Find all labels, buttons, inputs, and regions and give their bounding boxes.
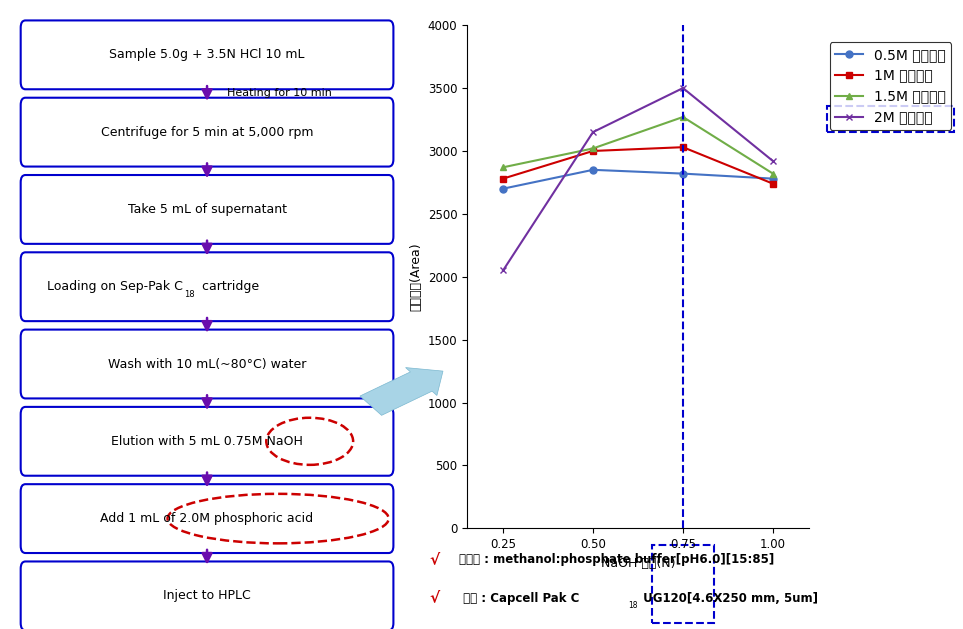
Text: 콜럼 : Capcell Pak C: 콜럼 : Capcell Pak C bbox=[458, 591, 579, 604]
Y-axis label: 피크면적(Area): 피크면적(Area) bbox=[409, 242, 422, 311]
FancyBboxPatch shape bbox=[20, 175, 394, 244]
FancyArrow shape bbox=[360, 367, 443, 415]
0.5M 인산용액 bbox=[587, 166, 599, 174]
Text: cartridge: cartridge bbox=[198, 281, 259, 293]
1.5M 인산용액 bbox=[677, 113, 689, 121]
Line: 2M 인산용액: 2M 인산용액 bbox=[500, 84, 776, 274]
X-axis label: NaOH 농도(N): NaOH 농도(N) bbox=[601, 557, 675, 570]
FancyBboxPatch shape bbox=[20, 562, 394, 629]
1M 인산용액 bbox=[587, 147, 599, 155]
Text: Elution with 5 mL 0.75M NaOH: Elution with 5 mL 0.75M NaOH bbox=[111, 435, 303, 448]
Text: 18: 18 bbox=[629, 601, 638, 610]
2M 인산용액 bbox=[497, 267, 508, 274]
FancyBboxPatch shape bbox=[20, 407, 394, 476]
1.5M 인산용액 bbox=[587, 145, 599, 152]
Text: Add 1 mL of 2.0M phosphoric acid: Add 1 mL of 2.0M phosphoric acid bbox=[100, 512, 314, 525]
2M 인산용액 bbox=[587, 128, 599, 136]
Line: 1M 인산용액: 1M 인산용액 bbox=[500, 143, 776, 187]
Text: √: √ bbox=[429, 552, 439, 567]
Text: 18: 18 bbox=[184, 290, 195, 299]
Legend: 0.5M 인산용액, 1M 인산용액, 1.5M 인산용액, 2M 인산용액: 0.5M 인산용액, 1M 인산용액, 1.5M 인산용액, 2M 인산용액 bbox=[829, 42, 951, 130]
0.5M 인산용액 bbox=[677, 170, 689, 177]
1M 인산용액 bbox=[768, 180, 779, 187]
Text: Loading on Sep-Pak C: Loading on Sep-Pak C bbox=[47, 281, 183, 293]
Text: Wash with 10 mL(~80°C) water: Wash with 10 mL(~80°C) water bbox=[108, 357, 306, 370]
1M 인산용액 bbox=[677, 143, 689, 151]
Text: Inject to HPLC: Inject to HPLC bbox=[163, 589, 251, 603]
Line: 0.5M 인산용액: 0.5M 인산용액 bbox=[500, 166, 776, 192]
FancyBboxPatch shape bbox=[20, 330, 394, 398]
Text: 이동상 : methanol:phosphate buffer[pH6.0][15:85]: 이동상 : methanol:phosphate buffer[pH6.0][1… bbox=[458, 553, 774, 566]
1.5M 인산용액 bbox=[497, 164, 508, 171]
Text: Take 5 mL of supernatant: Take 5 mL of supernatant bbox=[127, 203, 287, 216]
Text: Sample 5.0g + 3.5N HCl 10 mL: Sample 5.0g + 3.5N HCl 10 mL bbox=[109, 48, 305, 62]
Line: 1.5M 인산용액: 1.5M 인산용액 bbox=[500, 113, 776, 177]
FancyBboxPatch shape bbox=[20, 97, 394, 167]
Text: √: √ bbox=[429, 591, 439, 606]
0.5M 인산용액 bbox=[768, 175, 779, 182]
1.5M 인산용액 bbox=[768, 170, 779, 177]
1M 인산용액 bbox=[497, 175, 508, 182]
FancyBboxPatch shape bbox=[20, 484, 394, 553]
Text: UG120[4.6X250 mm, 5um]: UG120[4.6X250 mm, 5um] bbox=[639, 591, 819, 604]
Text: Heating for 10 min: Heating for 10 min bbox=[227, 89, 331, 99]
FancyBboxPatch shape bbox=[20, 20, 394, 89]
2M 인산용액 bbox=[768, 157, 779, 165]
FancyBboxPatch shape bbox=[20, 252, 394, 321]
2M 인산용액 bbox=[677, 84, 689, 92]
Text: Centrifuge for 5 min at 5,000 rpm: Centrifuge for 5 min at 5,000 rpm bbox=[101, 126, 313, 138]
0.5M 인산용액 bbox=[497, 185, 508, 192]
